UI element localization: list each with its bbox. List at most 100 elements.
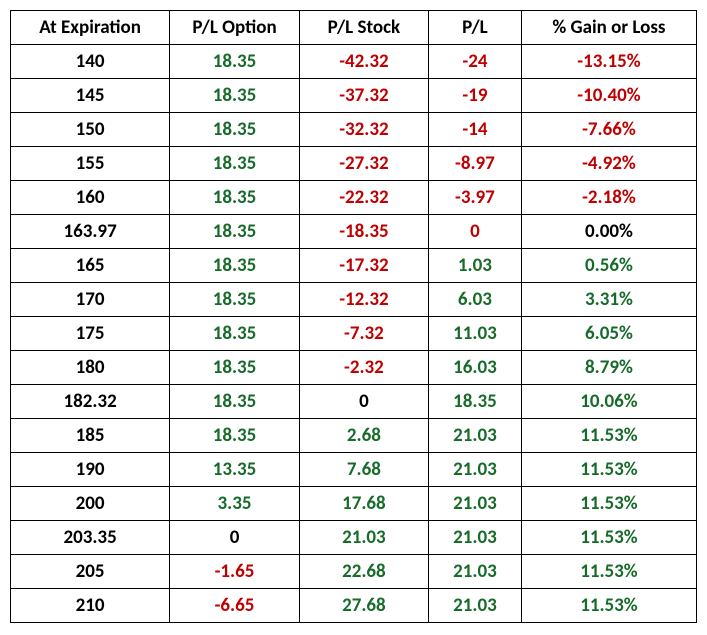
cell-plopt: 13.35 — [170, 453, 300, 487]
cell-plstock: -32.32 — [299, 113, 428, 147]
table-row: 14018.35-42.32-24-13.15% — [11, 45, 697, 79]
col-at-expiration: At Expiration — [11, 11, 170, 45]
table-row: 16018.35-22.32-3.97-2.18% — [11, 181, 697, 215]
col-pl-option: P/L Option — [170, 11, 300, 45]
table-row: 17518.35-7.3211.036.05% — [11, 317, 697, 351]
cell-plstock: -12.32 — [299, 283, 428, 317]
table-row: 182.3218.35018.3510.06% — [11, 385, 697, 419]
cell-pl: 0 — [428, 215, 521, 249]
cell-plopt: 18.35 — [170, 79, 300, 113]
cell-pl: 11.03 — [428, 317, 521, 351]
cell-pct: -13.15% — [521, 45, 696, 79]
cell-pct: 8.79% — [521, 351, 696, 385]
table-row: 205-1.6522.6821.0311.53% — [11, 555, 697, 589]
cell-plopt: 18.35 — [170, 419, 300, 453]
cell-pl: -3.97 — [428, 181, 521, 215]
table-row: 16518.35-17.321.030.56% — [11, 249, 697, 283]
cell-plopt: 18.35 — [170, 147, 300, 181]
cell-plstock: 22.68 — [299, 555, 428, 589]
cell-pl: -14 — [428, 113, 521, 147]
cell-plstock: -2.32 — [299, 351, 428, 385]
table-row: 17018.35-12.326.033.31% — [11, 283, 697, 317]
cell-pct: 11.53% — [521, 419, 696, 453]
cell-plopt: 18.35 — [170, 351, 300, 385]
cell-pct: 11.53% — [521, 589, 696, 623]
cell-plopt: 18.35 — [170, 385, 300, 419]
cell-exp: 190 — [11, 453, 170, 487]
cell-exp: 200 — [11, 487, 170, 521]
cell-exp: 140 — [11, 45, 170, 79]
cell-exp: 160 — [11, 181, 170, 215]
cell-pct: 11.53% — [521, 555, 696, 589]
cell-pct: -4.92% — [521, 147, 696, 181]
cell-plopt: 3.35 — [170, 487, 300, 521]
col-pl: P/L — [428, 11, 521, 45]
cell-pl: -24 — [428, 45, 521, 79]
cell-plopt: 18.35 — [170, 113, 300, 147]
cell-exp: 170 — [11, 283, 170, 317]
cell-pct: 11.53% — [521, 521, 696, 555]
cell-pl: -19 — [428, 79, 521, 113]
cell-plstock: 27.68 — [299, 589, 428, 623]
cell-plopt: 0 — [170, 521, 300, 555]
cell-plstock: 21.03 — [299, 521, 428, 555]
cell-plstock: 0 — [299, 385, 428, 419]
table-row: 18518.352.6821.0311.53% — [11, 419, 697, 453]
header-row: At Expiration P/L Option P/L Stock P/L %… — [11, 11, 697, 45]
cell-pl: 18.35 — [428, 385, 521, 419]
table-row: 15518.35-27.32-8.97-4.92% — [11, 147, 697, 181]
cell-plstock: -7.32 — [299, 317, 428, 351]
cell-exp: 163.97 — [11, 215, 170, 249]
cell-plstock: 17.68 — [299, 487, 428, 521]
cell-pct: -2.18% — [521, 181, 696, 215]
cell-exp: 210 — [11, 589, 170, 623]
cell-exp: 145 — [11, 79, 170, 113]
table-row: 163.9718.35-18.3500.00% — [11, 215, 697, 249]
cell-exp: 203.35 — [11, 521, 170, 555]
cell-exp: 182.32 — [11, 385, 170, 419]
cell-plopt: 18.35 — [170, 181, 300, 215]
cell-pct: 10.06% — [521, 385, 696, 419]
cell-pct: 0.00% — [521, 215, 696, 249]
cell-exp: 155 — [11, 147, 170, 181]
cell-plstock: -42.32 — [299, 45, 428, 79]
cell-pct: -10.40% — [521, 79, 696, 113]
col-pct-gain-loss: % Gain or Loss — [521, 11, 696, 45]
cell-plopt: 18.35 — [170, 283, 300, 317]
cell-plstock: 7.68 — [299, 453, 428, 487]
cell-exp: 175 — [11, 317, 170, 351]
cell-exp: 185 — [11, 419, 170, 453]
cell-pct: 3.31% — [521, 283, 696, 317]
cell-plopt: 18.35 — [170, 317, 300, 351]
cell-plopt: 18.35 — [170, 45, 300, 79]
table-row: 18018.35-2.3216.038.79% — [11, 351, 697, 385]
cell-exp: 150 — [11, 113, 170, 147]
pl-table: At Expiration P/L Option P/L Stock P/L %… — [10, 10, 697, 623]
cell-exp: 165 — [11, 249, 170, 283]
cell-pl: 6.03 — [428, 283, 521, 317]
table-row: 203.35021.0321.0311.53% — [11, 521, 697, 555]
table-row: 2003.3517.6821.0311.53% — [11, 487, 697, 521]
table-row: 15018.35-32.32-14-7.66% — [11, 113, 697, 147]
cell-exp: 205 — [11, 555, 170, 589]
cell-pl: 21.03 — [428, 419, 521, 453]
cell-plopt: 18.35 — [170, 215, 300, 249]
cell-pct: -7.66% — [521, 113, 696, 147]
cell-pl: 21.03 — [428, 453, 521, 487]
cell-pl: 21.03 — [428, 555, 521, 589]
cell-pct: 6.05% — [521, 317, 696, 351]
cell-plstock: 2.68 — [299, 419, 428, 453]
col-pl-stock: P/L Stock — [299, 11, 428, 45]
cell-plopt: -1.65 — [170, 555, 300, 589]
cell-pl: 16.03 — [428, 351, 521, 385]
table-row: 210-6.6527.6821.0311.53% — [11, 589, 697, 623]
cell-pl: 21.03 — [428, 521, 521, 555]
cell-pl: 21.03 — [428, 487, 521, 521]
cell-plstock: -27.32 — [299, 147, 428, 181]
cell-exp: 180 — [11, 351, 170, 385]
cell-plstock: -22.32 — [299, 181, 428, 215]
cell-pl: -8.97 — [428, 147, 521, 181]
cell-plstock: -18.35 — [299, 215, 428, 249]
cell-pct: 11.53% — [521, 487, 696, 521]
table-row: 19013.357.6821.0311.53% — [11, 453, 697, 487]
